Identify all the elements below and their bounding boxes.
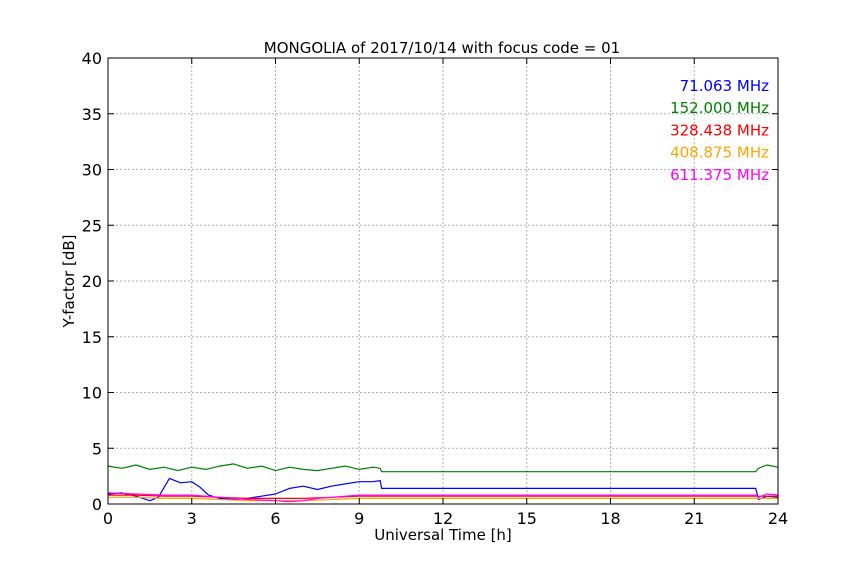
series-line-0 xyxy=(107,477,779,502)
x-tick-label: 3 xyxy=(187,509,197,528)
axis-ticks: 0 3 6 9 12 15 18 21 24 0 5 10 15 20 25 30 35 40 xyxy=(82,49,789,528)
legend-entry-0: 71.063 MHz xyxy=(680,77,769,95)
y-tick-label: 0 xyxy=(92,495,102,514)
legend-entry-2: 328.438 MHz xyxy=(670,121,769,139)
x-tick-label: 9 xyxy=(354,509,364,528)
legend-entry-1: 152.000 MHz xyxy=(670,99,769,117)
y-tick-label: 25 xyxy=(82,216,102,235)
x-tick-label: 0 xyxy=(103,509,113,528)
x-tick-label: 15 xyxy=(517,509,537,528)
legend-entry-3: 408.875 MHz xyxy=(670,144,769,162)
legend-entry-4: 611.375 MHz xyxy=(670,166,769,184)
x-tick-label: 6 xyxy=(270,509,280,528)
series-line-4 xyxy=(107,492,779,503)
x-tick-label: 18 xyxy=(600,509,620,528)
series-line-3 xyxy=(108,496,778,502)
y-tick-label: 30 xyxy=(82,161,102,180)
series-line-1 xyxy=(107,463,779,473)
y-tick-label: 5 xyxy=(92,439,102,458)
x-tick-label: 12 xyxy=(433,509,453,528)
y-tick-label: 10 xyxy=(82,384,102,403)
y-tick-label: 35 xyxy=(82,105,102,124)
x-tick-label: 21 xyxy=(684,509,704,528)
x-axis-label: Universal Time [h] xyxy=(374,526,512,544)
series-line-2 xyxy=(108,494,778,499)
y-tick-label: 40 xyxy=(82,49,102,68)
x-tick-label: 24 xyxy=(768,509,788,528)
legend: 71.063 MHz 152.000 MHz 328.438 MHz 408.875 … xyxy=(670,77,769,184)
y-tick-label: 15 xyxy=(82,328,102,347)
y-axis-label: Y-factor [dB] xyxy=(60,234,78,328)
plot-series xyxy=(107,463,779,503)
y-tick-label: 20 xyxy=(82,272,102,291)
chart-title: MONGOLIA of 2017/10/14 with focus code =… xyxy=(264,39,620,57)
